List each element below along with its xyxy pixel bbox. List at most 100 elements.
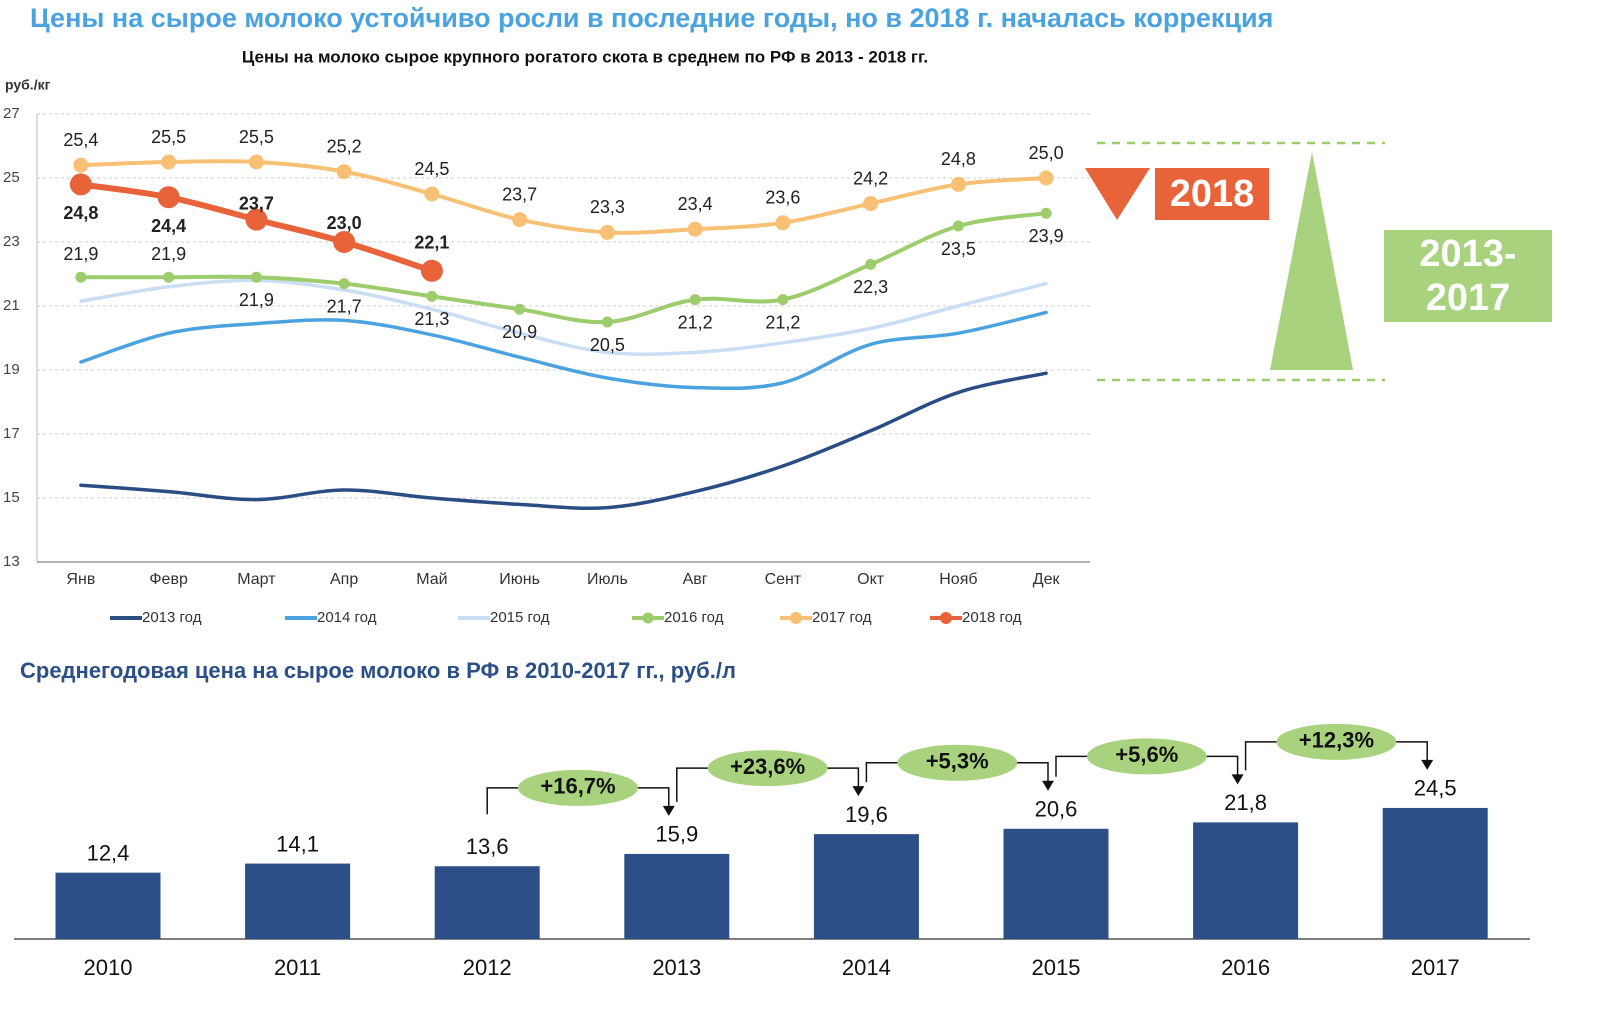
y-tick-label: 15 [3, 489, 20, 506]
data-label: 23,9 [1029, 226, 1064, 246]
headline: Цены на сырое молоко устойчиво росли в п… [30, 3, 1273, 33]
x-tick-label: Май [416, 571, 447, 588]
data-label: 21,7 [327, 296, 362, 316]
y-tick-label: 13 [3, 553, 20, 570]
marker [599, 224, 615, 240]
bar [245, 863, 351, 939]
arrow-head [662, 805, 675, 816]
chart-title: Среднегодовая цена на сырое молоко в РФ … [20, 658, 736, 683]
y-tick-label: 17 [3, 425, 20, 442]
line-2 [79, 278, 1048, 356]
data-label: 23,5 [941, 239, 976, 259]
y-tick-label: 23 [3, 233, 20, 250]
legend-marker [790, 612, 802, 624]
data-label: 21,9 [63, 244, 98, 264]
x-tick-label: 2017 [1411, 955, 1460, 980]
data-label: 24,2 [853, 168, 888, 188]
data-label: 25,2 [327, 136, 362, 156]
marker [426, 290, 438, 302]
growth-label: +23,6% [730, 754, 805, 779]
marker [687, 221, 703, 237]
growth-label: +5,6% [1115, 742, 1178, 767]
data-label: 25,0 [1029, 143, 1064, 163]
data-label: 22,1 [414, 233, 449, 253]
x-tick-label: 2010 [84, 955, 133, 980]
bar [1193, 822, 1299, 939]
up-triangle [1270, 152, 1353, 370]
data-label: 24,5 [1414, 776, 1457, 801]
legend-marker [642, 612, 654, 624]
marker [333, 231, 356, 253]
data-label: 23,0 [327, 213, 362, 233]
marker [338, 278, 350, 290]
legend-label: 2016 год [664, 609, 724, 626]
data-label: 20,5 [590, 335, 625, 355]
x-tick-label: Март [237, 571, 276, 588]
x-tick-label: 2015 [1032, 955, 1081, 980]
growth-badge [1086, 738, 1207, 775]
annotation-range-text: 2013-2017 [1419, 233, 1517, 319]
x-tick-label: Апр [330, 571, 358, 588]
x-tick-label: Июнь [499, 571, 540, 588]
growth-label: +12,3% [1299, 728, 1374, 753]
marker [514, 303, 526, 315]
x-tick-label: Февр [149, 571, 188, 588]
marker [775, 215, 791, 231]
legend-label: 2014 год [317, 609, 377, 626]
marker [865, 258, 877, 270]
annotation-range: 2013-2017 [1384, 230, 1552, 322]
marker [950, 176, 966, 192]
data-label: 13,6 [466, 834, 509, 859]
data-label: 21,3 [414, 309, 449, 329]
legend-label: 2013 год [142, 609, 202, 626]
growth-badge [1276, 723, 1397, 760]
legend-label: 2018 год [962, 609, 1022, 626]
x-tick-label: Июль [587, 571, 628, 588]
y-tick-label: 25 [3, 169, 20, 186]
data-label: 12,4 [87, 840, 130, 865]
x-tick-label: 2013 [652, 955, 701, 980]
data-label: 20,9 [502, 322, 537, 342]
marker [1040, 207, 1052, 219]
growth-badge [707, 750, 828, 787]
line-1 [79, 310, 1048, 391]
data-label: 23,4 [678, 194, 713, 214]
marker [69, 173, 92, 196]
marker [336, 164, 352, 180]
marker [161, 154, 177, 170]
data-label: 21,9 [239, 290, 274, 310]
x-tick-label: 2016 [1221, 955, 1270, 980]
marker [420, 259, 443, 282]
x-tick-label: 2011 [274, 955, 321, 980]
arrow-head [1421, 759, 1434, 770]
marker [250, 271, 262, 283]
arrow-head [1231, 774, 1244, 785]
marker [163, 271, 175, 283]
growth-label: +5,3% [926, 749, 989, 774]
bar [434, 866, 540, 939]
data-label: 23,3 [590, 197, 625, 217]
x-tick-label: Сент [765, 571, 802, 588]
data-label: 25,4 [63, 130, 98, 150]
legend-label: 2015 год [490, 609, 550, 626]
data-label: 25,5 [239, 127, 274, 147]
legend-label: 2017 год [812, 609, 872, 626]
x-tick-label: Нояб [939, 571, 977, 588]
data-label: 22,3 [853, 277, 888, 297]
y-tick-label: 21 [3, 297, 20, 314]
data-label: 24,5 [414, 159, 449, 179]
marker [601, 316, 613, 328]
data-label: 21,2 [678, 312, 713, 332]
marker [1038, 170, 1054, 186]
data-label: 15,9 [655, 822, 698, 847]
data-label: 21,9 [151, 244, 186, 264]
data-label: 23,7 [239, 193, 274, 213]
data-label: 20,6 [1035, 797, 1078, 822]
bar [813, 834, 919, 939]
y-tick-label: 27 [3, 105, 20, 122]
down-triangle [1085, 168, 1150, 220]
marker [248, 154, 264, 170]
data-label: 24,8 [941, 149, 976, 169]
y-tick-label: 19 [3, 361, 20, 378]
